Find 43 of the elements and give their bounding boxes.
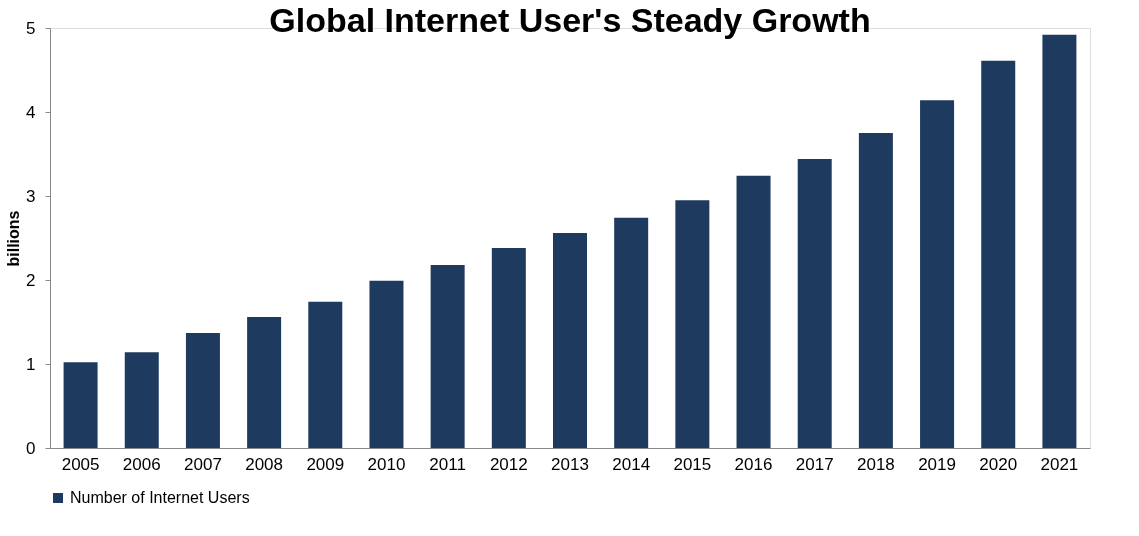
y-tick-label: 0 — [26, 438, 36, 458]
x-tick-label: 2013 — [551, 454, 589, 474]
bar — [920, 100, 955, 448]
bar — [124, 352, 159, 448]
bar — [247, 316, 282, 448]
x-tick-label: 2018 — [856, 454, 895, 474]
x-tick-label: 2021 — [1040, 454, 1079, 474]
x-tick-label: 2007 — [184, 454, 222, 474]
bar — [185, 332, 220, 448]
x-tick-label: 2009 — [306, 454, 345, 474]
bar — [369, 280, 404, 448]
bar — [1042, 34, 1077, 448]
bar — [63, 362, 98, 448]
x-tick-label: 2016 — [734, 454, 773, 474]
y-tick-label: 1 — [26, 354, 36, 374]
bar — [797, 159, 832, 448]
bar — [981, 60, 1016, 448]
bar — [491, 248, 526, 448]
x-tick-label: 2017 — [795, 454, 834, 474]
x-tick-label: 2012 — [489, 454, 528, 474]
legend-label: Number of Internet Users — [70, 489, 250, 506]
x-tick-label: 2006 — [122, 454, 161, 474]
y-tick-label: 2 — [26, 270, 36, 290]
bar — [430, 264, 465, 448]
x-tick-label: 2010 — [367, 454, 406, 474]
bar — [675, 200, 710, 448]
x-tick-label: 2019 — [918, 454, 956, 474]
bar — [553, 232, 587, 448]
y-axis-title: billions — [5, 210, 23, 267]
y-tick-label: 3 — [26, 186, 36, 206]
x-tick-label: 2011 — [429, 454, 466, 474]
bar — [308, 301, 343, 448]
y-tick-label: 4 — [26, 102, 36, 122]
x-tick-label: 2020 — [979, 454, 1018, 474]
chart-title: Global Internet User's Steady Growth — [269, 1, 871, 39]
y-tick-label: 5 — [26, 18, 36, 38]
x-tick-label: 2008 — [245, 454, 284, 474]
bar — [858, 133, 893, 448]
x-tick-label: 2015 — [673, 454, 712, 474]
bar — [736, 175, 771, 448]
x-tick-label: 2005 — [61, 454, 100, 474]
bar — [614, 217, 649, 448]
x-tick-label: 2014 — [612, 454, 651, 474]
